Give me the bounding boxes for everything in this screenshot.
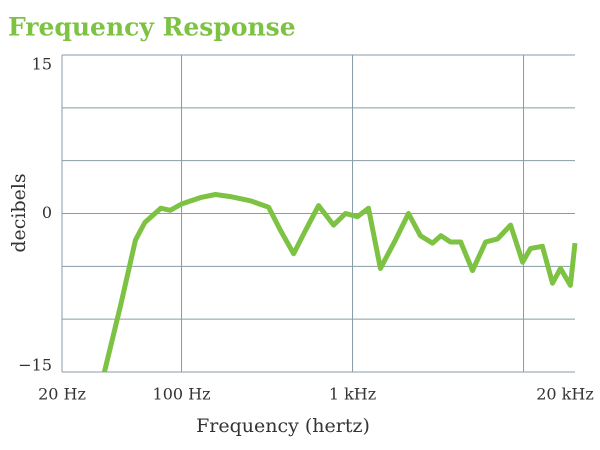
x-tick-label: 20 kHz [536, 385, 594, 404]
x-tick-label: 20 Hz [38, 385, 86, 404]
y-axis-label: decibels [8, 173, 30, 252]
y-tick-label: 0 [42, 203, 52, 222]
x-axis-label: Frequency (hertz) [196, 415, 370, 437]
y-tick-label: 15 [32, 55, 52, 74]
chart-title: Frequency Response [8, 13, 296, 42]
y-tick-label: −15 [18, 356, 52, 375]
x-tick-label: 1 kHz [329, 385, 376, 404]
line-series [101, 192, 578, 373]
x-tick-label: 100 Hz [153, 385, 211, 404]
